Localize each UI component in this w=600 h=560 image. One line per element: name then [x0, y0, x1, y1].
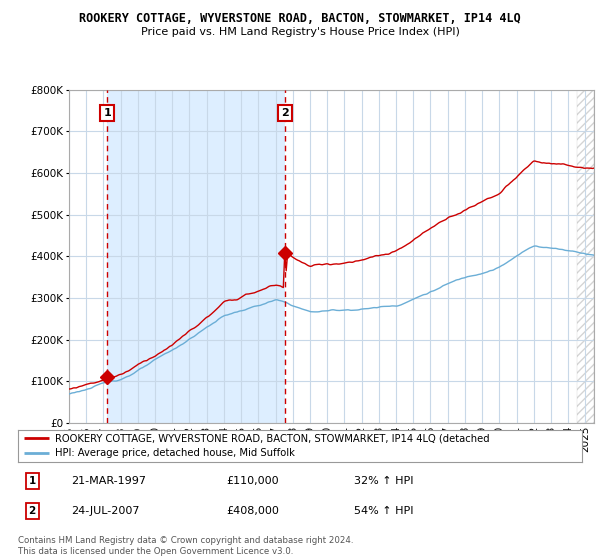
Text: 2: 2	[281, 108, 289, 118]
Text: Price paid vs. HM Land Registry's House Price Index (HPI): Price paid vs. HM Land Registry's House …	[140, 27, 460, 37]
Text: £110,000: £110,000	[227, 476, 280, 486]
Text: 1: 1	[103, 108, 111, 118]
Text: Contains HM Land Registry data © Crown copyright and database right 2024.
This d: Contains HM Land Registry data © Crown c…	[18, 536, 353, 556]
Text: ROOKERY COTTAGE, WYVERSTONE ROAD, BACTON, STOWMARKET, IP14 4LQ (detached: ROOKERY COTTAGE, WYVERSTONE ROAD, BACTON…	[55, 433, 489, 444]
Text: HPI: Average price, detached house, Mid Suffolk: HPI: Average price, detached house, Mid …	[55, 448, 295, 458]
Text: 21-MAR-1997: 21-MAR-1997	[71, 476, 146, 486]
Text: 54% ↑ HPI: 54% ↑ HPI	[353, 506, 413, 516]
Text: 1: 1	[28, 476, 36, 486]
Text: 32% ↑ HPI: 32% ↑ HPI	[353, 476, 413, 486]
Text: 2: 2	[28, 506, 36, 516]
Text: £408,000: £408,000	[227, 506, 280, 516]
Bar	[577, 90, 594, 423]
Text: 24-JUL-2007: 24-JUL-2007	[71, 506, 140, 516]
Text: ROOKERY COTTAGE, WYVERSTONE ROAD, BACTON, STOWMARKET, IP14 4LQ: ROOKERY COTTAGE, WYVERSTONE ROAD, BACTON…	[79, 12, 521, 25]
Bar	[107, 90, 285, 423]
